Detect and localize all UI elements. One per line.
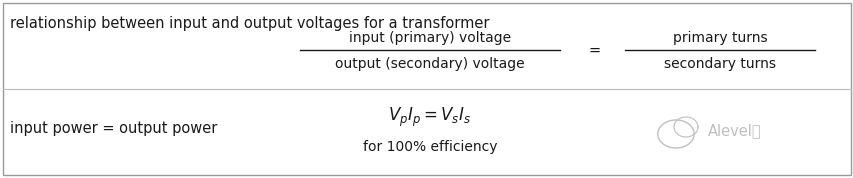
Text: $V_p I_p = V_s I_s$: $V_p I_p = V_s I_s$ — [388, 105, 471, 129]
Text: primary turns: primary turns — [672, 31, 766, 45]
Text: =: = — [589, 43, 601, 57]
Text: secondary turns: secondary turns — [664, 57, 775, 71]
Text: Alevel菌: Alevel菌 — [707, 124, 761, 138]
Text: input (primary) voltage: input (primary) voltage — [349, 31, 510, 45]
Text: relationship between input and output voltages for a transformer: relationship between input and output vo… — [10, 16, 489, 31]
Text: output (secondary) voltage: output (secondary) voltage — [334, 57, 525, 71]
Text: for 100% efficiency: for 100% efficiency — [363, 140, 496, 154]
Text: input power = output power: input power = output power — [10, 122, 218, 137]
